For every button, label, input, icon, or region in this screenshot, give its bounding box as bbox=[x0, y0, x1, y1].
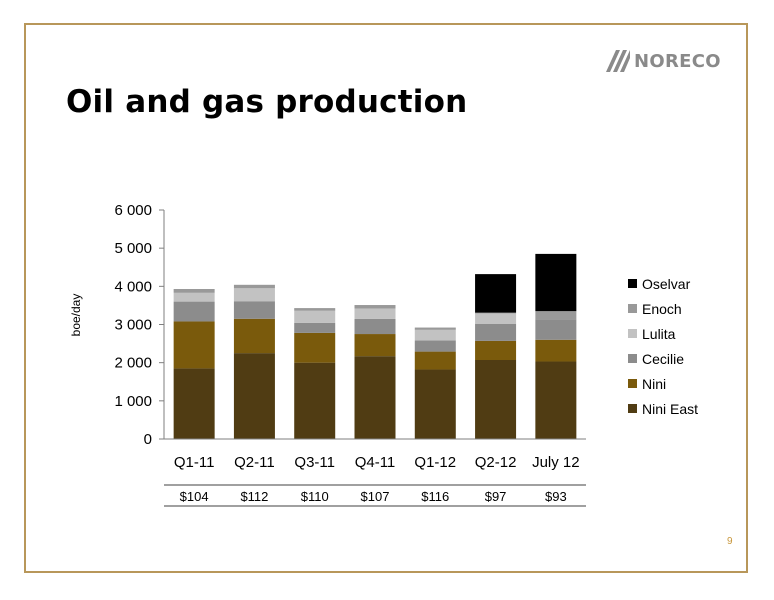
page-number: 9 bbox=[727, 536, 733, 547]
bar-segment bbox=[535, 319, 577, 340]
legend-label: Enoch bbox=[642, 301, 682, 317]
bar-segment bbox=[294, 332, 336, 363]
noreco-logo: NORECO bbox=[606, 50, 721, 72]
bar-segment bbox=[294, 362, 336, 439]
bar-segment bbox=[475, 359, 517, 439]
x-tick-label: Q1-11 bbox=[174, 454, 215, 471]
bar-segment bbox=[233, 318, 275, 354]
legend-label: Nini bbox=[642, 376, 666, 392]
bar-segment bbox=[475, 312, 517, 314]
bar-segment bbox=[233, 353, 275, 439]
bar-segment bbox=[475, 274, 517, 313]
x-tick-label: Q1-12 bbox=[414, 454, 456, 471]
x-tick-label: Q2-12 bbox=[475, 454, 517, 471]
bar-segment bbox=[354, 308, 396, 319]
price-label: $110 bbox=[301, 489, 329, 504]
legend-swatch bbox=[628, 404, 637, 413]
y-tick-label: 4 000 bbox=[114, 278, 152, 295]
bar-segment bbox=[173, 321, 215, 369]
bar-segment bbox=[414, 329, 456, 341]
bar-segment bbox=[233, 288, 275, 302]
legend-swatch bbox=[628, 379, 637, 388]
bar-segment bbox=[354, 318, 396, 335]
logo-mark-icon bbox=[606, 50, 630, 72]
bar-segment bbox=[354, 305, 396, 309]
y-tick-label: 1 000 bbox=[114, 393, 152, 410]
bar-segment bbox=[294, 308, 336, 311]
legend-label: Lulita bbox=[642, 326, 676, 342]
bar-segment bbox=[294, 310, 336, 323]
bar-segment bbox=[535, 311, 577, 320]
x-tick-label: July 12 bbox=[532, 454, 580, 471]
x-tick-label: Q4-11 bbox=[355, 454, 396, 471]
legend-label: Oselvar bbox=[642, 276, 691, 292]
bar-segment bbox=[233, 284, 275, 289]
price-label: $112 bbox=[240, 489, 268, 504]
bar-segment bbox=[535, 339, 577, 362]
bar-segment bbox=[354, 334, 396, 357]
y-tick-label: 3 000 bbox=[114, 317, 152, 334]
legend-swatch bbox=[628, 304, 637, 313]
legend-label: Cecilie bbox=[642, 351, 684, 367]
bar-segment bbox=[173, 301, 215, 322]
y-tick-label: 2 000 bbox=[114, 355, 152, 372]
bar-segment bbox=[414, 340, 456, 352]
price-label: $107 bbox=[361, 489, 390, 504]
bar-segment bbox=[475, 313, 517, 324]
price-label: $97 bbox=[485, 489, 507, 504]
bar-segment bbox=[233, 301, 275, 319]
bar-segment bbox=[535, 361, 577, 439]
bar-segment bbox=[294, 322, 336, 333]
legend-label: Nini East bbox=[642, 401, 698, 417]
bar-segment bbox=[535, 253, 577, 312]
bar-segment bbox=[475, 323, 517, 341]
legend-swatch bbox=[628, 279, 637, 288]
legend-swatch bbox=[628, 329, 637, 338]
x-tick-label: Q2-11 bbox=[234, 454, 275, 471]
bar-segment bbox=[354, 356, 396, 439]
bar-segment bbox=[414, 351, 456, 370]
price-label: $116 bbox=[421, 489, 449, 504]
logo-text: NORECO bbox=[634, 50, 721, 72]
price-label: $104 bbox=[180, 489, 209, 504]
y-tick-label: 0 bbox=[144, 431, 152, 448]
slide-title: Oil and gas production bbox=[66, 84, 468, 120]
bar-segment bbox=[414, 369, 456, 439]
legend-swatch bbox=[628, 354, 637, 363]
slide-frame bbox=[24, 23, 748, 573]
bar-segment bbox=[173, 292, 215, 302]
bar-segment bbox=[173, 289, 215, 293]
y-tick-label: 6 000 bbox=[114, 202, 152, 219]
bar-segment bbox=[173, 368, 215, 439]
price-label: $93 bbox=[545, 489, 567, 504]
bar-segment bbox=[475, 340, 517, 360]
x-tick-label: Q3-11 bbox=[294, 454, 335, 471]
y-tick-label: 5 000 bbox=[114, 240, 152, 257]
bar-segment bbox=[414, 327, 456, 330]
